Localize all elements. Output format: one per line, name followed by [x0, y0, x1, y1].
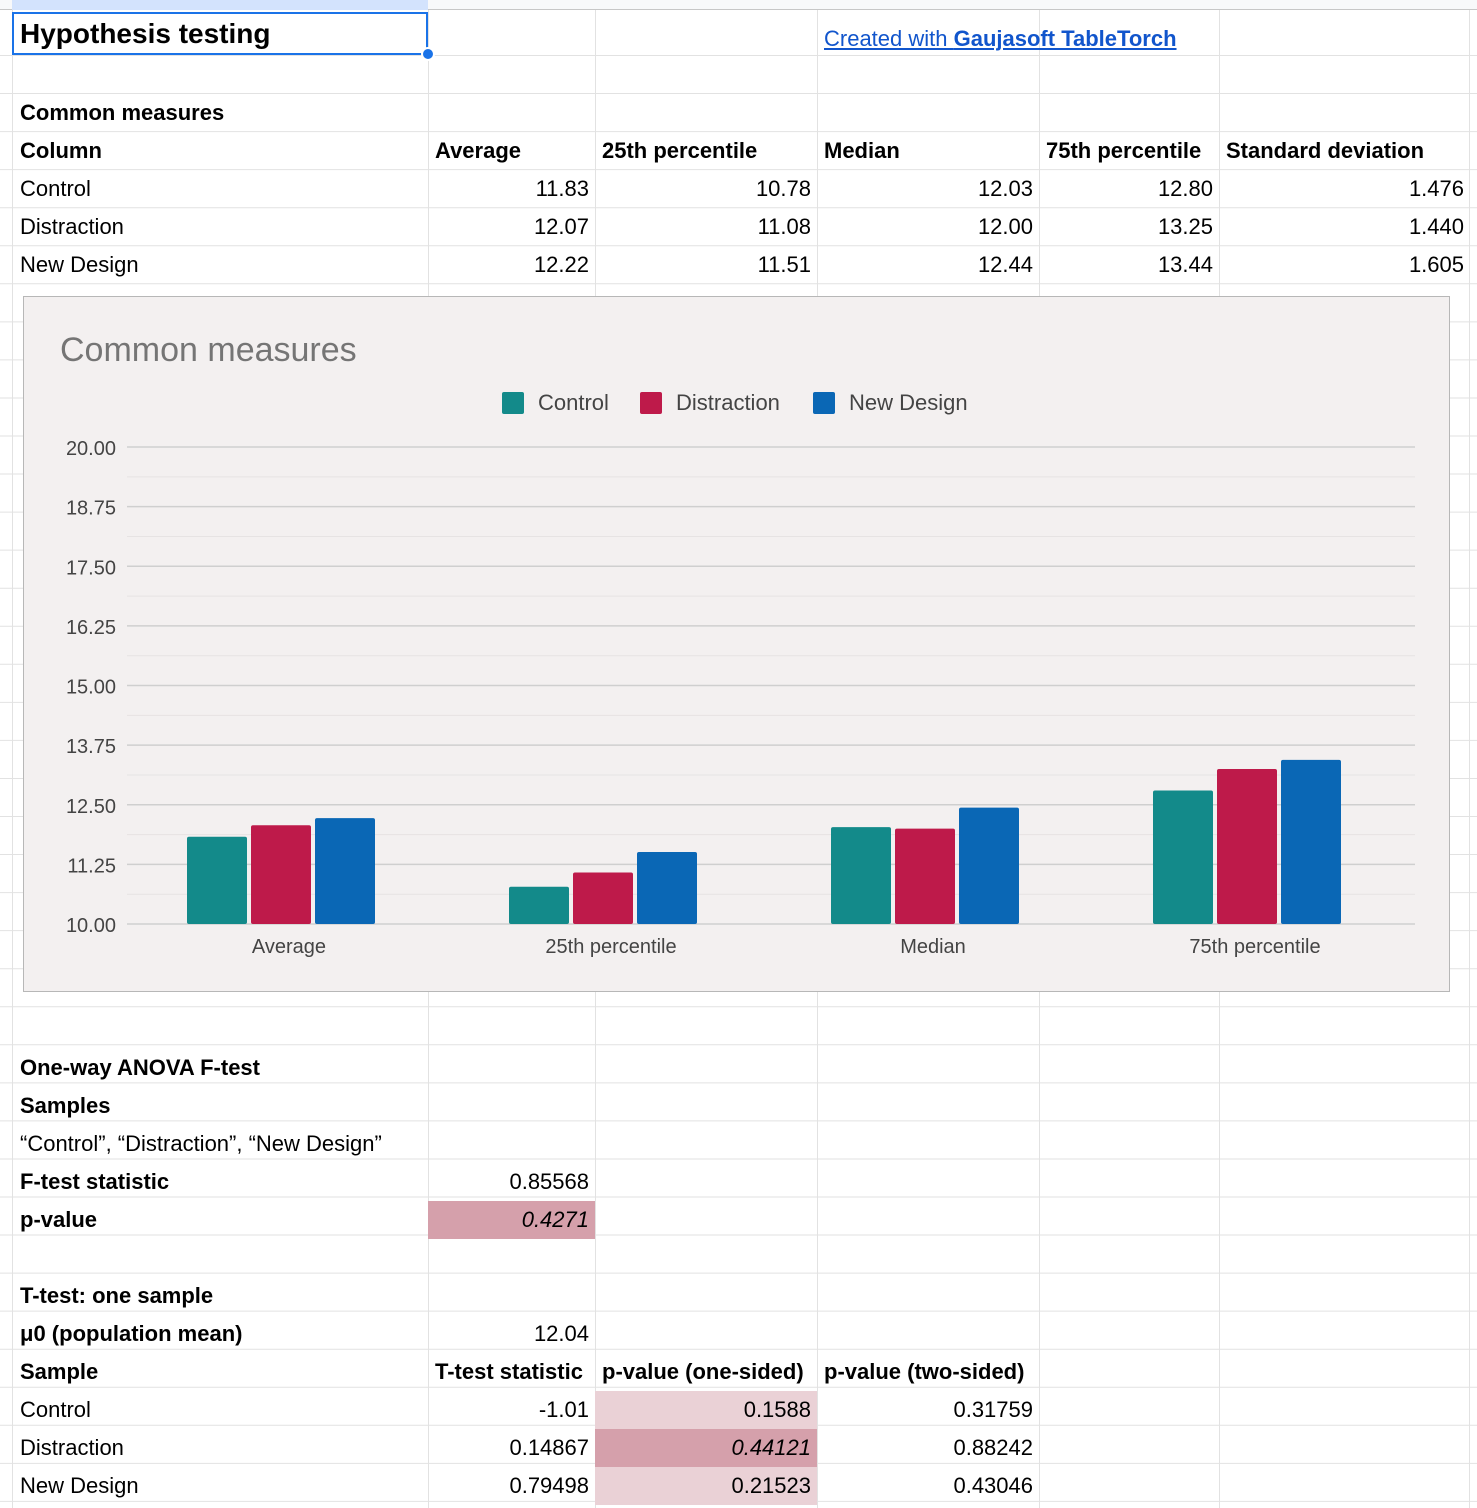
- ttest-control-statistic[interactable]: -1.01: [538, 1397, 589, 1422]
- control-average[interactable]: 11.83: [535, 176, 589, 201]
- new-design-75th[interactable]: 13.44: [1157, 252, 1213, 277]
- selected-column-indicator: [12, 0, 428, 10]
- control-25th[interactable]: 10.78: [755, 176, 811, 201]
- new-design-25th[interactable]: 11.51: [757, 252, 811, 277]
- legend-swatch-control: [502, 392, 524, 414]
- new-design-average[interactable]: 12.22: [533, 252, 589, 277]
- legend-label-new-design: New Design: [849, 390, 968, 415]
- ttest-row-label-control[interactable]: Control: [20, 1397, 91, 1422]
- y-tick-label: 18.75: [66, 498, 116, 520]
- credit-link-text: Created with Gaujasoft TableTorch: [824, 26, 1177, 51]
- bar-new-design-1: [637, 851, 697, 924]
- x-tick-label: Median: [900, 936, 966, 958]
- new-design-stddev[interactable]: 1.605: [1408, 252, 1464, 277]
- distraction-stddev[interactable]: 1.440: [1408, 214, 1464, 239]
- header-median[interactable]: Median: [824, 138, 900, 163]
- anova-f-label[interactable]: F-test statistic: [20, 1169, 170, 1194]
- y-tick-label: 11.25: [67, 855, 116, 877]
- credit-brand: Gaujasoft TableTorch: [953, 26, 1177, 51]
- anova-samples-label[interactable]: Samples: [20, 1093, 111, 1118]
- bar-new-design-2: [959, 807, 1019, 924]
- ttest-row-label-distraction[interactable]: Distraction: [20, 1435, 124, 1460]
- ttest-distraction-statistic[interactable]: 0.14867: [509, 1435, 589, 1460]
- common-measures-heading[interactable]: Common measures: [20, 100, 225, 125]
- ttest-mu-value[interactable]: 12.04: [533, 1321, 589, 1346]
- bar-distraction-3: [1217, 768, 1277, 924]
- distraction-25th[interactable]: 11.08: [757, 214, 811, 239]
- ttest-control-p-one-sided[interactable]: 0.1588: [595, 1391, 817, 1429]
- header-average[interactable]: Average: [435, 138, 522, 163]
- x-tick-label: 75th percentile: [1189, 936, 1320, 958]
- y-tick-label: 10.00: [66, 915, 116, 937]
- ttest-new-design-statistic[interactable]: 0.79498: [509, 1473, 589, 1498]
- new-design-median[interactable]: 12.44: [977, 252, 1033, 277]
- legend-swatch-distraction: [640, 392, 662, 414]
- bar-distraction-0: [251, 825, 311, 924]
- legend-label-control: Control: [538, 390, 609, 415]
- y-tick-label: 20.00: [66, 438, 116, 460]
- anova-f-value[interactable]: 0.85568: [509, 1169, 589, 1194]
- ttest-header-p-two-sided[interactable]: p-value (two-sided): [824, 1359, 1025, 1384]
- credit-prefix: Created with: [824, 26, 954, 51]
- ttest-mu-label[interactable]: μ0 (population mean): [20, 1321, 243, 1346]
- legend-swatch-new-design: [813, 392, 835, 414]
- header-75th-percentile[interactable]: 75th percentile: [1046, 138, 1202, 163]
- distraction-average[interactable]: 12.07: [533, 214, 589, 239]
- ttest-new-design-p-one-sided[interactable]: 0.21523: [595, 1467, 817, 1505]
- credit-link[interactable]: Created with Gaujasoft TableTorch: [818, 20, 1218, 58]
- ttest-distraction-p-two-sided[interactable]: 0.88242: [953, 1435, 1033, 1460]
- chart-canvas: Common measures 20.00 18.75 17.50 16.25 15.00…: [60, 331, 1415, 958]
- ttest-header-statistic[interactable]: T-test statistic: [435, 1359, 583, 1384]
- y-tick-label: 16.25: [66, 617, 116, 639]
- control-stddev[interactable]: 1.476: [1408, 176, 1464, 201]
- ttest-distraction-p-one-sided[interactable]: 0.44121: [595, 1429, 817, 1467]
- y-tick-label: 15.00: [66, 677, 116, 699]
- distraction-median[interactable]: 12.00: [977, 214, 1033, 239]
- anova-heading[interactable]: One-way ANOVA F-test: [20, 1055, 260, 1080]
- y-tick-label: 12.50: [66, 796, 116, 818]
- sheet-title-cell[interactable]: Hypothesis testing: [20, 18, 271, 49]
- legend-label-distraction: Distraction: [676, 390, 780, 415]
- bar-new-design-0: [315, 818, 375, 924]
- x-tick-label: 25th percentile: [545, 936, 676, 958]
- bar-new-design-3: [1281, 759, 1341, 924]
- ttest-header-sample[interactable]: Sample: [20, 1359, 99, 1384]
- ttest-row-label-new-design[interactable]: New Design: [20, 1473, 139, 1498]
- distraction-75th[interactable]: 13.25: [1157, 214, 1213, 239]
- selected-cell-outline: [12, 12, 428, 55]
- anova-p-value[interactable]: 0.4271: [428, 1201, 595, 1239]
- x-tick-label: Average: [252, 936, 326, 958]
- ttest-heading[interactable]: T-test: one sample: [20, 1283, 214, 1308]
- anova-p-label[interactable]: p-value: [20, 1207, 98, 1232]
- anova-samples-value[interactable]: “Control”, “Distraction”, “New Design”: [20, 1131, 382, 1156]
- ttest-control-p-two-sided[interactable]: 0.31759: [953, 1397, 1033, 1422]
- bar-distraction-1: [573, 872, 633, 924]
- header-column[interactable]: Column: [20, 138, 102, 163]
- bar-control-1: [509, 886, 569, 924]
- y-tick-label: 17.50: [66, 557, 116, 579]
- ttest-header-p-one-sided[interactable]: p-value (one-sided): [602, 1359, 804, 1384]
- control-75th[interactable]: 12.80: [1157, 176, 1213, 201]
- row-label-control[interactable]: Control: [20, 176, 91, 201]
- row-label-new-design[interactable]: New Design: [20, 252, 139, 277]
- y-tick-label: 13.75: [66, 736, 116, 758]
- control-median[interactable]: 12.03: [977, 176, 1033, 201]
- bar-distraction-2: [895, 828, 955, 924]
- ttest-new-design-p-two-sided[interactable]: 0.43046: [953, 1473, 1033, 1498]
- bar-control-0: [187, 836, 247, 924]
- chart-title: Common measures: [60, 331, 357, 369]
- fill-handle[interactable]: [421, 47, 435, 61]
- common-measures-chart[interactable]: Common measures 20.00 18.75 17.50 16.25 15.00…: [23, 296, 1450, 992]
- bar-control-2: [831, 827, 891, 924]
- row-label-distraction[interactable]: Distraction: [20, 214, 124, 239]
- header-25th-percentile[interactable]: 25th percentile: [602, 138, 758, 163]
- column-header-strip[interactable]: [0, 0, 1477, 10]
- bar-control-3: [1153, 790, 1213, 924]
- header-standard-deviation[interactable]: Standard deviation: [1226, 138, 1425, 163]
